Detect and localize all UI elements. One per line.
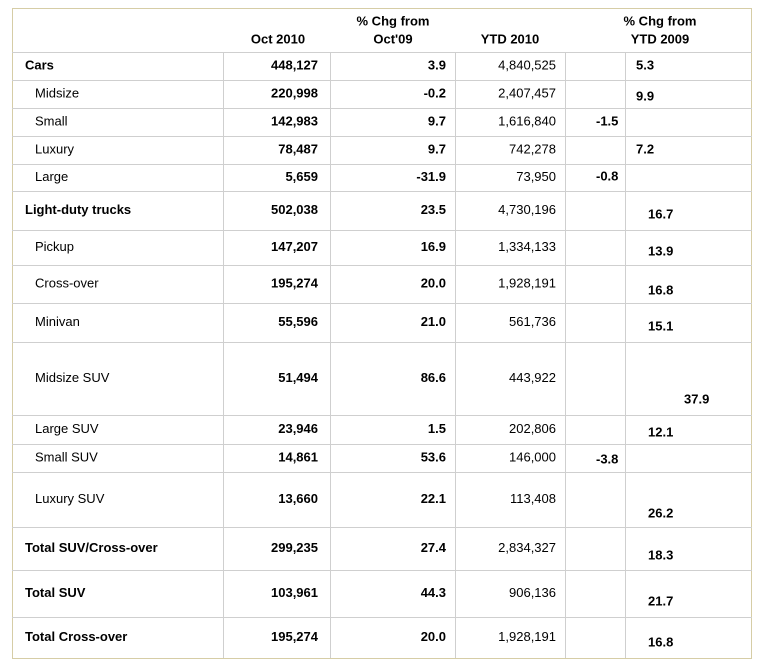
oct-change: 27.4 bbox=[421, 540, 447, 555]
ytd-value: 1,334,133 bbox=[498, 239, 556, 254]
table-border bbox=[13, 9, 752, 659]
row-label: Total SUV bbox=[25, 585, 86, 600]
oct-change: 86.6 bbox=[421, 370, 446, 385]
ytd-change: 5.3 bbox=[636, 57, 654, 72]
ytd-change: -1.5 bbox=[596, 113, 618, 128]
ytd-change: 18.3 bbox=[648, 547, 673, 562]
oct-change: 3.9 bbox=[428, 57, 446, 72]
oct-value: 103,961 bbox=[271, 585, 318, 600]
oct-value: 13,660 bbox=[278, 491, 318, 506]
ytd-change: 7.2 bbox=[636, 141, 654, 156]
ytd-change: 26.2 bbox=[648, 505, 673, 520]
ytd-value: 2,407,457 bbox=[498, 85, 556, 100]
oct-change: 53.6 bbox=[421, 449, 446, 464]
oct-change: 21.0 bbox=[421, 314, 446, 329]
ytd-value: 4,840,525 bbox=[498, 57, 556, 72]
column-header: % Chg from bbox=[624, 13, 697, 28]
ytd-value: 4,730,196 bbox=[498, 202, 556, 217]
oct-value: 195,274 bbox=[271, 275, 319, 290]
oct-change: 20.0 bbox=[421, 629, 446, 644]
ytd-value: 146,000 bbox=[509, 449, 556, 464]
row-label: Total SUV/Cross-over bbox=[25, 540, 158, 555]
oct-change: -0.2 bbox=[424, 85, 446, 100]
ytd-value: 1,928,191 bbox=[498, 629, 556, 644]
ytd-change: -0.8 bbox=[596, 168, 618, 183]
row-label: Small SUV bbox=[35, 449, 98, 464]
row-label: Large SUV bbox=[35, 421, 99, 436]
row-label: Large bbox=[35, 169, 68, 184]
oct-change: 22.1 bbox=[421, 491, 446, 506]
ytd-change: -3.8 bbox=[596, 451, 618, 466]
row-label: Pickup bbox=[35, 239, 74, 254]
oct-change: 9.7 bbox=[428, 141, 446, 156]
oct-value: 147,207 bbox=[271, 239, 318, 254]
oct-value: 195,274 bbox=[271, 629, 319, 644]
row-label: Midsize SUV bbox=[35, 370, 110, 385]
row-label: Total Cross-over bbox=[25, 629, 127, 644]
row-label: Minivan bbox=[35, 314, 80, 329]
row-label: Cars bbox=[25, 57, 54, 72]
column-header: YTD 2009 bbox=[631, 31, 690, 46]
ytd-value: 561,736 bbox=[509, 314, 556, 329]
oct-value: 448,127 bbox=[271, 57, 318, 72]
row-label: Midsize bbox=[35, 85, 79, 100]
ytd-value: 906,136 bbox=[509, 585, 556, 600]
ytd-change: 16.8 bbox=[648, 282, 673, 297]
row-label: Luxury bbox=[35, 141, 75, 156]
ytd-change: 37.9 bbox=[684, 391, 709, 406]
oct-value: 55,596 bbox=[278, 314, 318, 329]
ytd-change: 21.7 bbox=[648, 593, 673, 608]
ytd-value: 202,806 bbox=[509, 421, 556, 436]
column-header: Oct 2010 bbox=[251, 31, 305, 46]
oct-change: 44.3 bbox=[421, 585, 446, 600]
row-label: Light-duty trucks bbox=[25, 202, 131, 217]
oct-change: 23.5 bbox=[421, 202, 446, 217]
ytd-value: 1,616,840 bbox=[498, 113, 556, 128]
oct-value: 5,659 bbox=[285, 169, 318, 184]
row-label: Small bbox=[35, 113, 68, 128]
ytd-value: 2,834,327 bbox=[498, 540, 556, 555]
oct-change: 20.0 bbox=[421, 275, 446, 290]
column-header: YTD 2010 bbox=[481, 31, 540, 46]
ytd-value: 742,278 bbox=[509, 141, 556, 156]
ytd-change: 13.9 bbox=[648, 243, 673, 258]
oct-value: 502,038 bbox=[271, 202, 318, 217]
oct-value: 220,998 bbox=[271, 85, 318, 100]
row-label: Luxury SUV bbox=[35, 491, 105, 506]
oct-change: 16.9 bbox=[421, 239, 446, 254]
ytd-value: 1,928,191 bbox=[498, 275, 556, 290]
ytd-change: 12.1 bbox=[648, 424, 673, 439]
oct-value: 23,946 bbox=[278, 421, 318, 436]
ytd-change: 9.9 bbox=[636, 88, 654, 103]
column-header: % Chg from bbox=[357, 13, 430, 28]
oct-value: 51,494 bbox=[278, 370, 319, 385]
ytd-value: 113,408 bbox=[510, 491, 556, 506]
oct-value: 142,983 bbox=[271, 113, 318, 128]
ytd-change: 16.7 bbox=[648, 206, 673, 221]
ytd-change: 15.1 bbox=[648, 318, 673, 333]
oct-change: -31.9 bbox=[416, 169, 446, 184]
oct-value: 78,487 bbox=[278, 141, 318, 156]
ytd-value: 443,922 bbox=[509, 370, 556, 385]
ytd-value: 73,950 bbox=[516, 169, 556, 184]
ytd-change: 16.8 bbox=[648, 634, 673, 649]
row-label: Cross-over bbox=[35, 275, 99, 290]
column-header: Oct'09 bbox=[373, 31, 412, 46]
oct-value: 299,235 bbox=[271, 540, 318, 555]
oct-change: 1.5 bbox=[428, 421, 446, 436]
oct-value: 14,861 bbox=[278, 449, 318, 464]
oct-change: 9.7 bbox=[428, 113, 446, 128]
